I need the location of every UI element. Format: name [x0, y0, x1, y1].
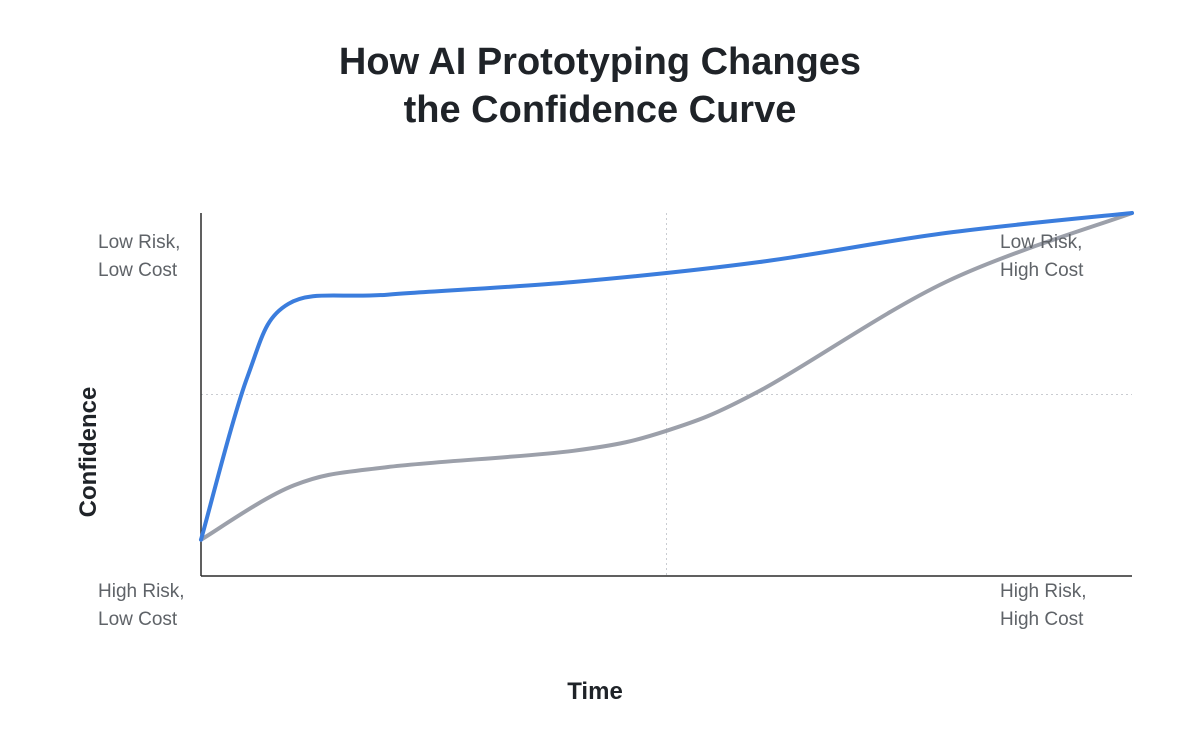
series-line-1	[199, 211, 1134, 542]
annotation-bottom-right-line-2: High Cost	[1000, 609, 1084, 630]
series-lines	[199, 211, 1134, 542]
chart-title-line-1: How AI Prototyping Changes	[338, 41, 862, 83]
annotation-top-left: Low Risk, Low Cost	[98, 232, 186, 281]
chart-title-line-2: the Confidence Curve	[403, 89, 797, 131]
gridlines	[201, 213, 1132, 576]
annotation-top-right-line-1: Low Risk,	[1000, 232, 1082, 253]
annotation-bottom-left-line-1: High Risk,	[98, 581, 185, 602]
chart-title: How AI Prototyping Changes the Confidenc…	[0, 38, 1200, 134]
annotation-top-right-line-2: High Cost	[1000, 260, 1084, 281]
y-axis-label: Confidence	[75, 387, 102, 518]
annotation-bottom-left: High Risk, Low Cost	[98, 581, 190, 630]
annotation-bottom-left-line-2: Low Cost	[98, 609, 178, 630]
series-line-0	[199, 211, 1134, 542]
annotation-top-right: Low Risk, High Cost	[1000, 232, 1088, 281]
x-axis-label: Time	[567, 678, 623, 705]
annotation-bottom-right: High Risk, High Cost	[1000, 581, 1092, 630]
annotation-top-left-line-2: Low Cost	[98, 260, 178, 281]
annotation-bottom-right-line-1: High Risk,	[1000, 581, 1087, 602]
annotation-top-left-line-1: Low Risk,	[98, 232, 180, 253]
